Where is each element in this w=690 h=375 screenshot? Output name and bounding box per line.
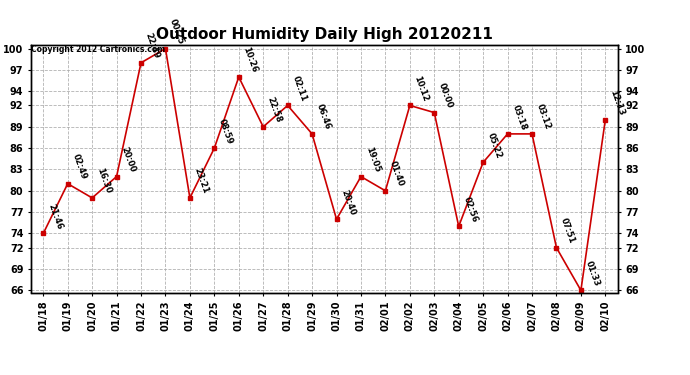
Text: 07:51: 07:51 bbox=[559, 217, 577, 245]
Text: 02:11: 02:11 bbox=[290, 75, 308, 103]
Text: Copyright 2012 Cartronics.com: Copyright 2012 Cartronics.com bbox=[31, 45, 165, 54]
Text: 02:56: 02:56 bbox=[462, 195, 479, 223]
Text: 21:46: 21:46 bbox=[46, 202, 63, 231]
Text: 01:33: 01:33 bbox=[584, 260, 601, 288]
Text: 03:12: 03:12 bbox=[535, 103, 553, 131]
Text: 20:40: 20:40 bbox=[339, 188, 357, 216]
Text: 05:22: 05:22 bbox=[486, 131, 504, 160]
Text: 23:21: 23:21 bbox=[193, 167, 210, 195]
Text: 19:05: 19:05 bbox=[364, 146, 382, 174]
Text: 02:49: 02:49 bbox=[70, 153, 88, 181]
Text: 22:58: 22:58 bbox=[266, 96, 284, 124]
Text: 00:00: 00:00 bbox=[437, 82, 455, 110]
Text: 16:30: 16:30 bbox=[95, 167, 112, 195]
Text: 12:13: 12:13 bbox=[608, 88, 626, 117]
Title: Outdoor Humidity Daily High 20120211: Outdoor Humidity Daily High 20120211 bbox=[156, 27, 493, 42]
Text: 00:25: 00:25 bbox=[168, 18, 186, 46]
Text: 10:26: 10:26 bbox=[241, 46, 259, 74]
Text: 10:12: 10:12 bbox=[413, 75, 431, 103]
Text: 22:49: 22:49 bbox=[144, 32, 161, 60]
Text: 03:18: 03:18 bbox=[511, 103, 528, 131]
Text: 20:00: 20:00 bbox=[119, 146, 137, 174]
Text: 06:46: 06:46 bbox=[315, 103, 333, 131]
Text: 08:59: 08:59 bbox=[217, 117, 235, 146]
Text: 01:40: 01:40 bbox=[388, 160, 406, 188]
